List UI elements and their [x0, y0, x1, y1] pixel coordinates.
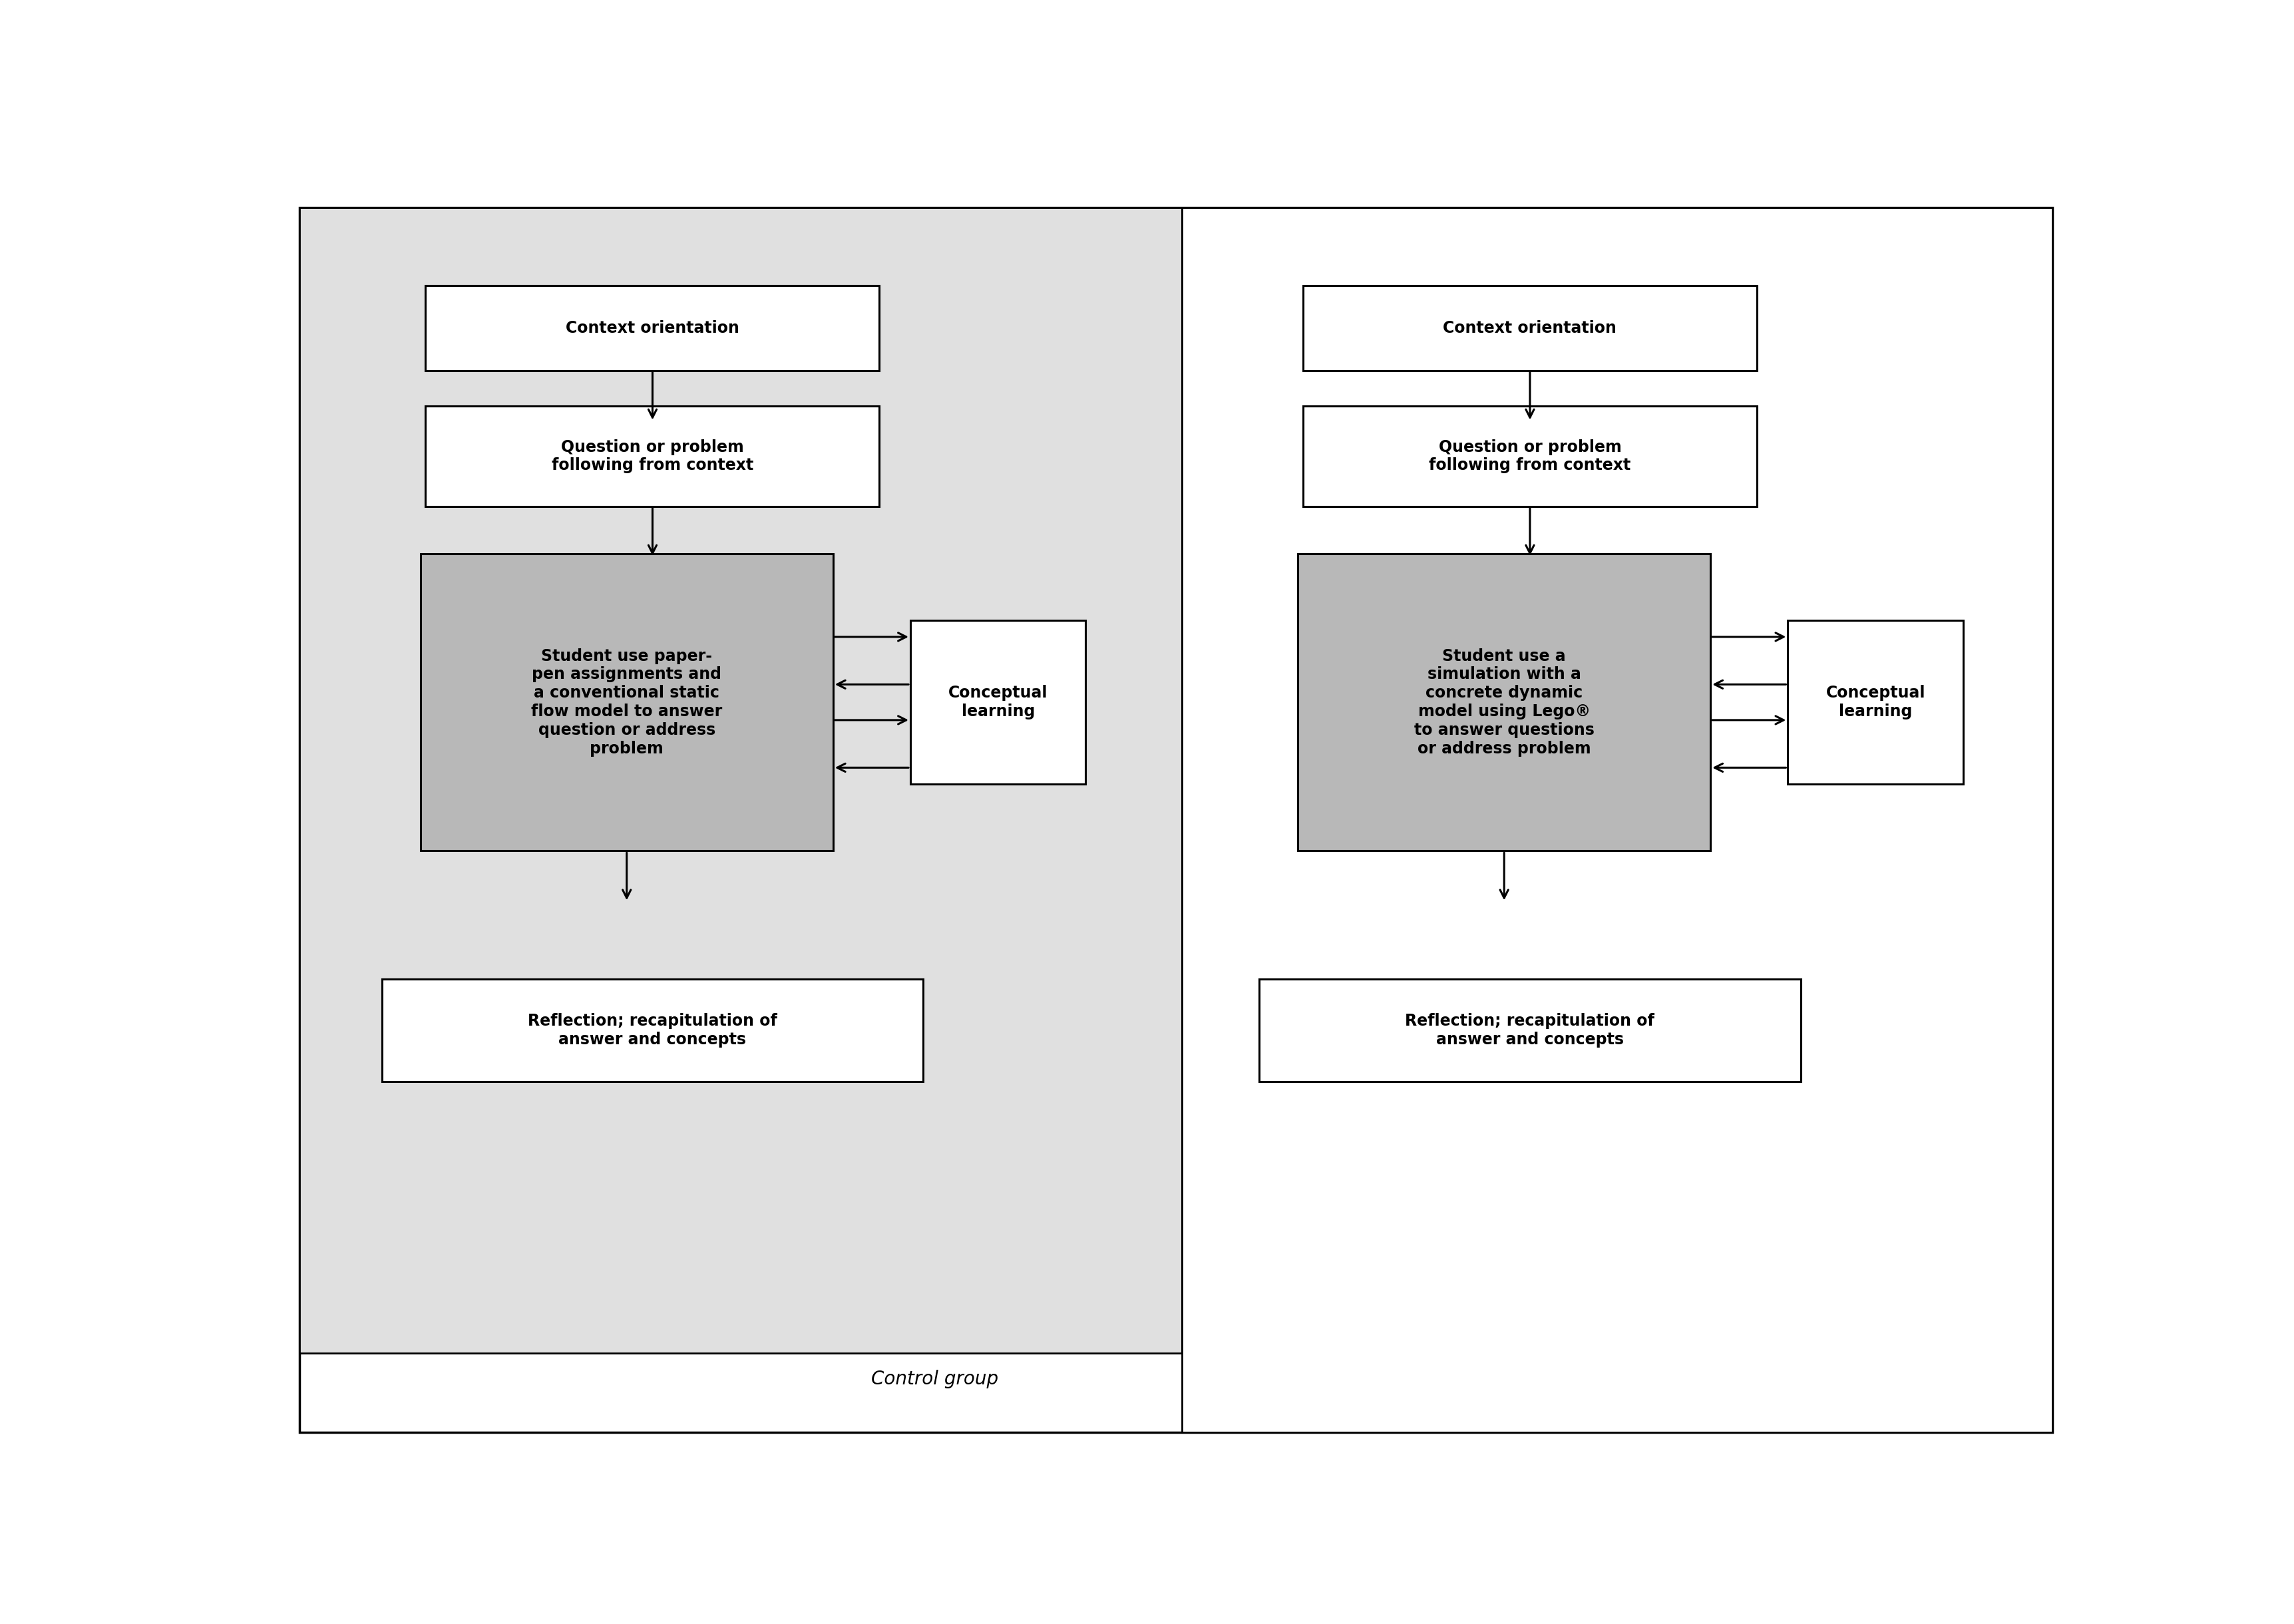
- Text: Question or problem
following from context: Question or problem following from conte…: [1429, 438, 1631, 474]
- Text: Question or problem
following from context: Question or problem following from conte…: [551, 438, 752, 474]
- Text: Reflection; recapitulation of
answer and concepts: Reflection; recapitulation of answer and…: [1404, 1013, 1654, 1047]
- Bar: [301, 208, 1181, 1353]
- Bar: [1298, 554, 1709, 851]
- Bar: [1787, 620, 1964, 784]
- Bar: [1181, 208, 2051, 1432]
- Bar: [424, 286, 879, 370]
- Bar: [424, 406, 879, 507]
- Bar: [420, 554, 833, 851]
- Text: Control group: Control group: [872, 1369, 998, 1389]
- Text: Student use paper-
pen assignments and
a conventional static
flow model to answe: Student use paper- pen assignments and a…: [530, 648, 723, 757]
- Text: Conceptual
learning: Conceptual learning: [1826, 685, 1925, 719]
- Text: Conceptual
learning: Conceptual learning: [947, 685, 1048, 719]
- Bar: [1303, 406, 1757, 507]
- Bar: [911, 620, 1085, 784]
- Bar: [1303, 286, 1757, 370]
- Text: Context orientation: Context orientation: [567, 320, 739, 336]
- Text: Student use a
simulation with a
concrete dynamic
model using Lego®
to answer que: Student use a simulation with a concrete…: [1413, 648, 1594, 757]
- Bar: [1259, 979, 1801, 1082]
- Text: Context orientation: Context orientation: [1443, 320, 1617, 336]
- Bar: [381, 979, 922, 1082]
- Text: Reflection; recapitulation of
answer and concepts: Reflection; recapitulation of answer and…: [528, 1013, 778, 1047]
